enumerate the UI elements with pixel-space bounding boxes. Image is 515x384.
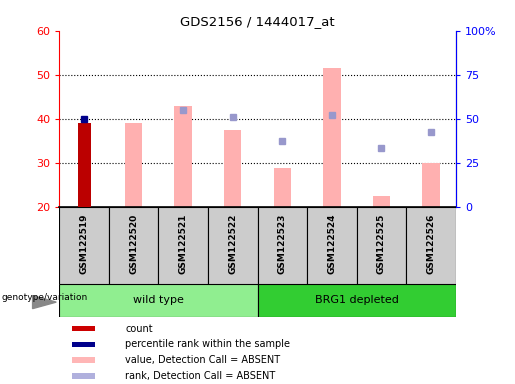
Bar (273, 167, 291, 207)
Title: GDS2156 / 1444017_at: GDS2156 / 1444017_at (180, 15, 335, 28)
Bar (258, 207, 307, 284)
Bar (72, 326, 95, 331)
Bar (159, 207, 208, 284)
Bar (59, 284, 258, 317)
Text: GSM122521: GSM122521 (179, 214, 187, 275)
Text: BRG1 depleted: BRG1 depleted (315, 295, 399, 306)
Bar (373, 196, 390, 207)
Text: GSM122519: GSM122519 (79, 214, 89, 275)
Text: count: count (125, 324, 153, 334)
Text: wild type: wild type (133, 295, 184, 306)
Bar (59, 207, 109, 284)
Bar (125, 123, 142, 207)
Polygon shape (32, 296, 56, 309)
Text: percentile rank within the sample: percentile rank within the sample (125, 339, 290, 349)
Bar (258, 284, 456, 317)
Text: GSM122522: GSM122522 (228, 214, 237, 275)
Text: GSM122524: GSM122524 (328, 214, 336, 275)
Bar (356, 207, 406, 284)
Bar (323, 68, 340, 207)
Bar (72, 341, 95, 347)
Bar (208, 207, 258, 284)
Bar (422, 163, 440, 207)
Text: GSM122520: GSM122520 (129, 214, 138, 274)
Bar (77, 123, 91, 207)
Bar (175, 106, 192, 207)
Text: rank, Detection Call = ABSENT: rank, Detection Call = ABSENT (125, 371, 276, 381)
Bar (72, 358, 95, 363)
Text: GSM122526: GSM122526 (426, 214, 436, 275)
Bar (307, 207, 356, 284)
Bar (224, 130, 242, 207)
Bar (109, 207, 159, 284)
Text: GSM122523: GSM122523 (278, 214, 287, 275)
Bar (72, 373, 95, 379)
Text: genotype/variation: genotype/variation (1, 293, 88, 302)
Bar (406, 207, 456, 284)
Text: value, Detection Call = ABSENT: value, Detection Call = ABSENT (125, 355, 280, 365)
Text: GSM122525: GSM122525 (377, 214, 386, 275)
